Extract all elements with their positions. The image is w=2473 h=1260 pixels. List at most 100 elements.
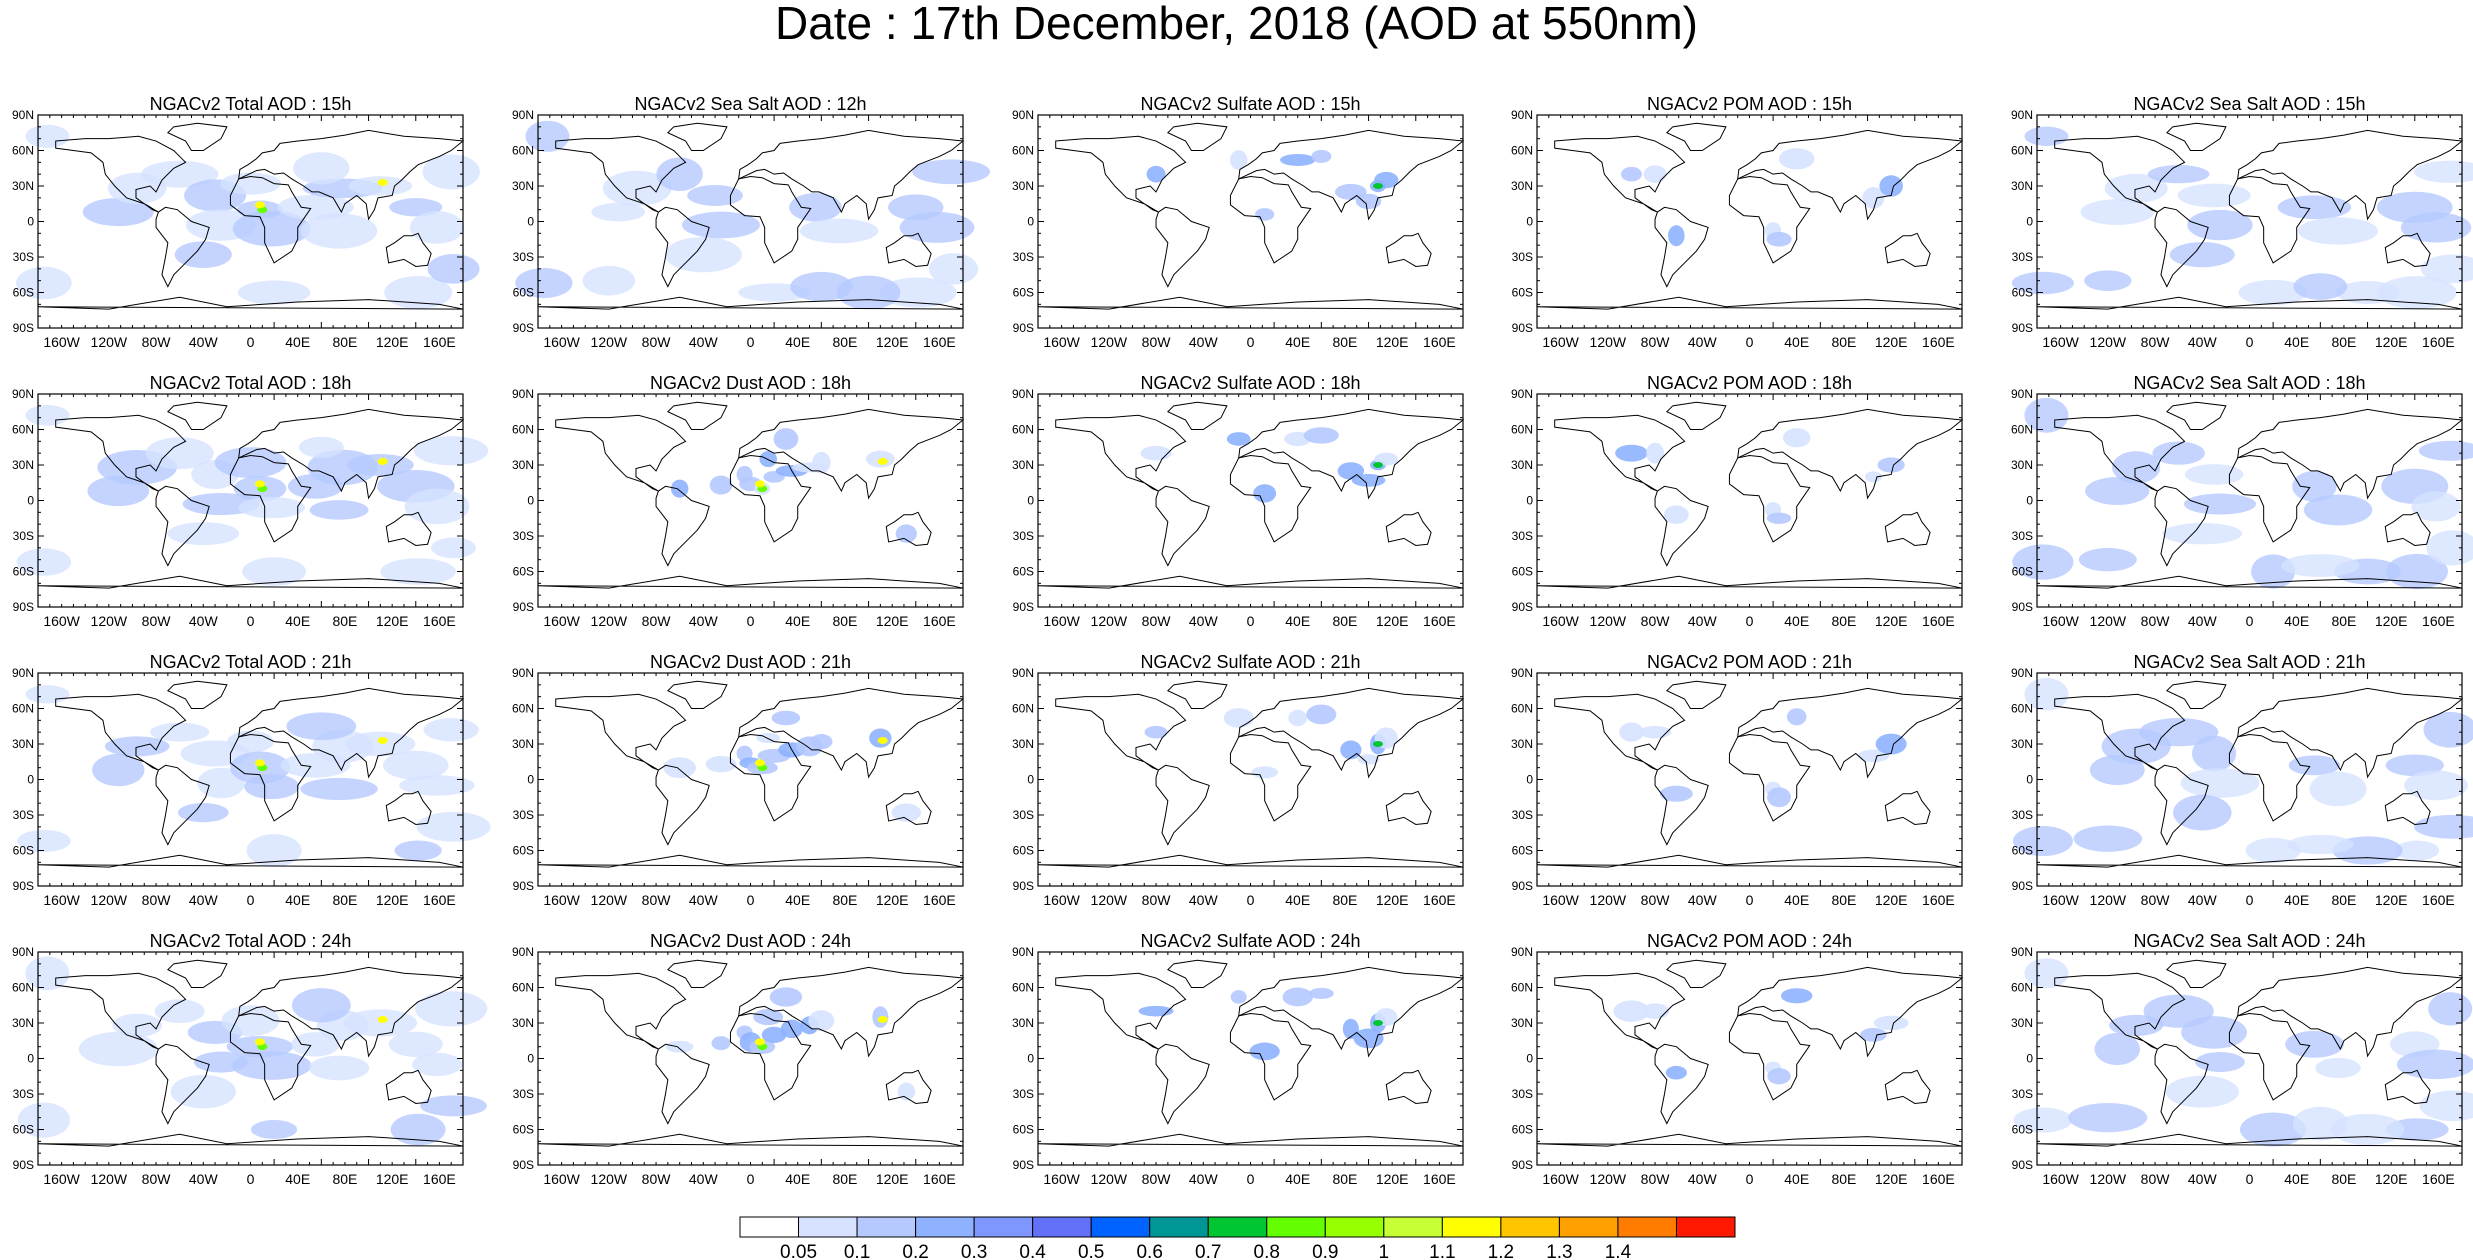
lat-tick-label: 30N — [1012, 737, 1034, 751]
lat-tick-label: 90S — [1013, 321, 1034, 335]
lat-tick-label: 30S — [2012, 808, 2033, 822]
lon-tick-label: 120W — [1091, 334, 1128, 350]
lon-tick-label: 160E — [1922, 1171, 1955, 1187]
coastlines — [537, 959, 965, 1147]
lat-tick-label: 60S — [1013, 1123, 1034, 1137]
lat-tick-label: 30N — [512, 458, 534, 472]
lon-tick-label: 160W — [543, 892, 580, 908]
lon-tick-label: 160E — [1922, 892, 1955, 908]
lat-tick-label: 90N — [2011, 945, 2033, 959]
lon-tick-label: 120W — [591, 613, 628, 629]
coastlines — [1536, 959, 1964, 1147]
colorbar-label: 1.4 — [1605, 1242, 1632, 1260]
lon-tick-label: 80E — [832, 613, 857, 629]
lon-tick-label: 80W — [142, 1171, 172, 1187]
lat-tick-label: 90S — [1512, 879, 1533, 893]
colorbar-label: 0.05 — [780, 1242, 817, 1260]
world-map: 90N 60N 30N 0 30S 60S 90S 160W 120W 80W 40W 0 40E 80E… — [1511, 666, 1964, 908]
map-frame — [1037, 393, 1464, 608]
colorbar-label: 0.1 — [844, 1242, 870, 1260]
panel-title: NGACv2 Total AOD : 18h — [149, 373, 352, 393]
colorbar-swatch — [973, 1216, 1034, 1238]
world-map: 90N 60N 30N 0 30S 60S 90S 160W 120W 80W 40W 0 40E 80E… — [2011, 108, 2473, 350]
lat-tick-label: 30N — [1511, 458, 1533, 472]
colorbar-swatch — [1675, 1216, 1736, 1238]
lon-tick-label: 160E — [2422, 334, 2455, 350]
lat-tick-label: 30S — [1512, 529, 1533, 543]
lat-tick-label: 60N — [12, 144, 34, 158]
lon-tick-label: 120E — [876, 613, 909, 629]
colorbar-swatch — [1149, 1216, 1209, 1238]
lat-tick-label: 90S — [1512, 1158, 1533, 1172]
lon-tick-label: 0 — [2246, 892, 2254, 908]
lat-tick-label: 30S — [1013, 529, 1034, 543]
lat-tick-label: 30N — [1012, 458, 1034, 472]
lat-tick-label: 90S — [2012, 1158, 2033, 1172]
lat-tick-label: 90S — [1013, 1158, 1034, 1172]
map-frame — [1536, 114, 1963, 329]
lat-tick-label: 60S — [513, 565, 534, 579]
lon-tick-label: 120E — [1875, 892, 1908, 908]
lat-tick-label: 90N — [1511, 945, 1533, 959]
lat-tick-label: 60S — [513, 286, 534, 300]
colorbar-swatch — [1032, 1216, 1092, 1238]
lon-tick-label: 80E — [1332, 334, 1357, 350]
lon-tick-label: 40W — [189, 892, 219, 908]
lon-tick-label: 40E — [785, 334, 810, 350]
coastlines — [1536, 401, 1964, 589]
colorbar-label: 1.2 — [1488, 1242, 1514, 1260]
aod-field — [515, 120, 991, 310]
world-map: 90N 60N 30N 0 30S 60S 90S 160W 120W 80W 40W 0 40E 80E… — [1012, 108, 1465, 350]
map-panel: NGACv2 Total AOD : 24h 90N 60N 30N 0 30S 60S 90… — [0, 929, 488, 1197]
aod-field — [1140, 427, 1399, 503]
lat-tick-label: 60N — [1511, 981, 1533, 995]
lon-tick-label: 80W — [642, 613, 672, 629]
lat-tick-label: 90N — [1511, 666, 1533, 680]
lat-tick-label: 60S — [1512, 844, 1533, 858]
lon-tick-label: 40W — [1688, 334, 1718, 350]
lat-tick-label: 60S — [13, 1123, 34, 1137]
lon-tick-label: 160W — [2042, 892, 2079, 908]
panel-title: NGACv2 Sea Salt AOD : 12h — [634, 94, 867, 114]
lat-tick-label: 0 — [527, 773, 534, 787]
world-map: 90N 60N 30N 0 30S 60S 90S 160W 120W 80W 40W 0 40E 80E… — [1511, 945, 1964, 1187]
lat-tick-label: 90S — [513, 321, 534, 335]
lon-tick-label: 80W — [642, 334, 672, 350]
lon-tick-label: 160W — [43, 334, 80, 350]
lon-tick-label: 120E — [1376, 334, 1409, 350]
panel-title: NGACv2 Dust AOD : 18h — [649, 373, 852, 393]
lat-tick-label: 60N — [1511, 702, 1533, 716]
lon-tick-label: 0 — [1746, 613, 1754, 629]
lon-tick-label: 120W — [1091, 613, 1128, 629]
world-map: 90N 60N 30N 0 30S 60S 90S 160W 120W 80W 40W 0 40E 80E… — [512, 945, 965, 1187]
colorbar-label: 0.4 — [1019, 1242, 1046, 1260]
lon-tick-label: 160E — [1423, 892, 1456, 908]
lat-tick-label: 60N — [2011, 144, 2033, 158]
lat-tick-label: 30S — [13, 1087, 34, 1101]
lat-tick-label: 90N — [2011, 387, 2033, 401]
map-panel: NGACv2 POM AOD : 21h 90N 60N 30N 0 30S 60S 90S 1… — [1499, 650, 1979, 918]
lon-tick-label: 40E — [2284, 334, 2309, 350]
panel-title: NGACv2 POM AOD : 15h — [1646, 94, 1853, 114]
lat-tick-label: 0 — [2026, 215, 2033, 229]
lat-tick-label: 0 — [2026, 773, 2033, 787]
lon-tick-label: 80E — [332, 613, 357, 629]
lat-tick-label: 0 — [1027, 215, 1034, 229]
lon-tick-label: 0 — [747, 892, 755, 908]
lon-tick-label: 80E — [2331, 892, 2356, 908]
lon-tick-label: 40W — [689, 334, 719, 350]
map-panel: NGACv2 Sulfate AOD : 21h 90N 60N 30N 0 30S 60S… — [1000, 650, 1480, 918]
lat-tick-label: 30N — [12, 458, 34, 472]
lat-tick-label: 90N — [12, 387, 34, 401]
lon-tick-label: 40W — [1688, 613, 1718, 629]
aod-field — [1146, 149, 1399, 221]
lon-tick-label: 0 — [1247, 1171, 1255, 1187]
lat-tick-label: 90S — [1512, 321, 1533, 335]
lat-tick-label: 90N — [2011, 108, 2033, 122]
lon-tick-label: 160E — [423, 334, 456, 350]
panel-title: NGACv2 Total AOD : 21h — [149, 652, 352, 672]
lon-tick-label: 160E — [1423, 1171, 1456, 1187]
lat-tick-label: 60N — [512, 423, 534, 437]
lat-tick-label: 60S — [2012, 844, 2033, 858]
lon-tick-label: 80W — [2141, 613, 2171, 629]
